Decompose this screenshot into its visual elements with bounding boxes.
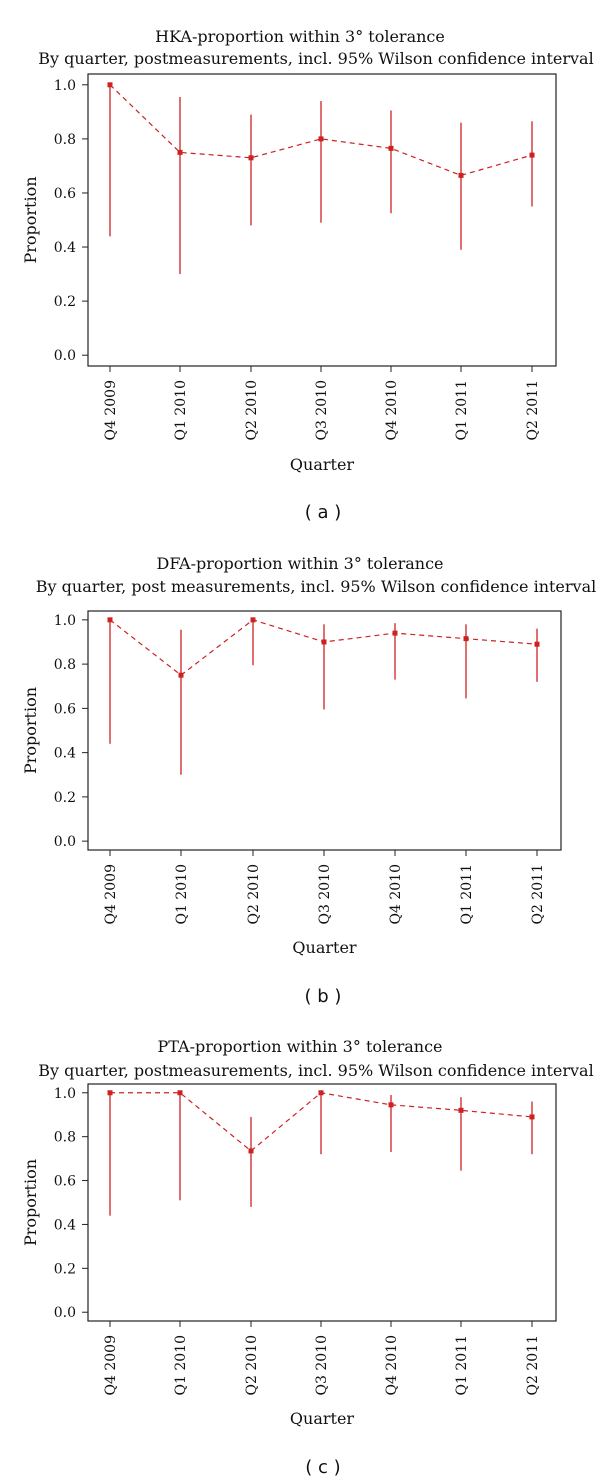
y-tick-label: 0.4 [54,240,76,256]
x-tick-label: Q3 2010 [317,864,333,924]
data-point [177,1090,183,1096]
x-tick-label: Q4 2010 [388,864,404,924]
y-axis-label: Proportion [21,1159,40,1246]
chart-title: HKA-proportion within 3° tolerance [155,27,445,46]
data-point [458,1107,464,1113]
chart-title: DFA-proportion within 3° tolerance [156,554,443,573]
x-tick-label: Q4 2009 [103,864,119,924]
y-tick-label: 0.0 [54,1305,76,1321]
y-axis-label: Proportion [21,176,40,263]
panel-label: ( b ) [305,986,342,1007]
x-tick-label: Q2 2010 [244,380,260,440]
x-tick-label: Q3 2010 [314,380,330,440]
y-tick-label: 0.8 [54,657,76,673]
chart-panel-c: PTA-proportion within 3° tolerance By qua… [21,1037,594,1478]
x-tick-label: Q1 2011 [459,864,475,924]
x-tick-label: Q2 2011 [530,864,546,924]
x-tick-label: Q1 2010 [173,1335,189,1395]
data-point [107,1090,113,1096]
plot-frame [87,1083,557,1322]
x-axis-label: Quarter [290,455,355,474]
data-point [388,1102,394,1108]
data-point [463,636,469,642]
x-tick-label: Q4 2009 [103,380,119,440]
data-point [318,136,324,142]
x-tick-label: Q4 2010 [384,380,400,440]
y-tick-label: 1.0 [54,613,76,629]
x-tick-label: Q2 2011 [525,380,541,440]
y-tick-label: 0.2 [54,294,76,310]
panel-label: ( a ) [305,502,342,523]
data-point [248,1148,254,1154]
x-tick-label: Q2 2010 [246,864,262,924]
chart-subtitle: By quarter, post measurements, incl. 95%… [36,577,596,596]
data-point [250,617,256,623]
x-tick-label: Q1 2010 [174,864,190,924]
y-tick-label: 0.4 [54,1217,76,1233]
plot-frame [87,73,557,367]
data-point [529,1114,535,1120]
y-tick-label: 0.4 [54,746,76,762]
data-point [178,672,184,678]
data-point [177,149,183,155]
data-point [318,1090,324,1096]
x-axis-label: Quarter [292,938,357,957]
y-tick-label: 0.2 [54,790,76,806]
data-point [388,145,394,151]
data-point [534,641,540,647]
x-tick-label: Q1 2010 [173,380,189,440]
panel-label: ( c ) [305,1457,340,1478]
chart-panel-b: DFA-proportion within 3° tolerance By qua… [21,554,596,1007]
x-tick-label: Q4 2010 [384,1335,400,1395]
y-axis-label: Proportion [21,687,40,774]
y-tick-label: 0.2 [54,1261,76,1277]
y-tick-label: 0.6 [54,701,76,717]
x-tick-label: Q1 2011 [454,380,470,440]
y-tick-label: 0.0 [54,834,76,850]
x-tick-label: Q1 2011 [454,1335,470,1395]
data-point [458,172,464,178]
x-tick-label: Q4 2009 [103,1335,119,1395]
data-point [107,82,113,88]
y-tick-label: 0.8 [54,1130,76,1146]
x-tick-label: Q3 2010 [314,1335,330,1395]
y-tick-label: 0.8 [54,132,76,148]
chart-subtitle: By quarter, postmeasurements, incl. 95% … [38,49,593,68]
y-tick-label: 0.0 [54,348,76,364]
x-tick-label: Q2 2010 [244,1335,260,1395]
data-point [529,152,535,158]
chart-panel-a: HKA-proportion within 3° tolerance By qua… [21,27,594,523]
chart-subtitle: By quarter, postmeasurements, incl. 95% … [38,1061,593,1080]
y-tick-label: 1.0 [54,78,76,94]
data-point [392,630,398,636]
y-tick-label: 1.0 [54,1086,76,1102]
data-point [321,639,327,645]
y-tick-label: 0.6 [54,186,76,202]
data-point [248,155,254,161]
x-axis-label: Quarter [290,1409,355,1428]
x-tick-label: Q2 2011 [525,1335,541,1395]
chart-title: PTA-proportion within 3° tolerance [157,1037,442,1056]
data-point [107,617,113,623]
y-tick-label: 0.6 [54,1174,76,1190]
